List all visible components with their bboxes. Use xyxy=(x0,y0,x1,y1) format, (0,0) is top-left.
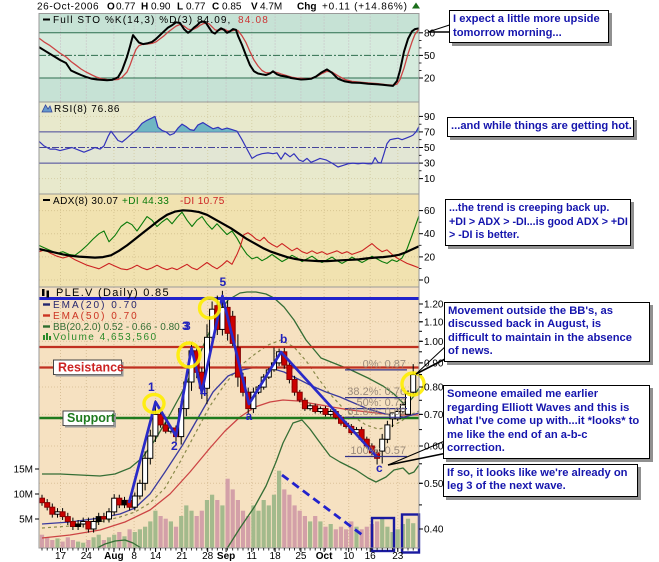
svg-text:10M: 10M xyxy=(14,490,33,501)
svg-text:Aug: Aug xyxy=(104,551,123,562)
svg-text:1.00: 1.00 xyxy=(424,337,444,348)
svg-text:50: 50 xyxy=(424,143,436,154)
svg-text:3: 3 xyxy=(184,319,191,333)
svg-text:38.2%: 0.76: 38.2%: 0.76 xyxy=(347,386,406,398)
svg-text:H: H xyxy=(141,2,148,13)
svg-text:3: 3 xyxy=(182,319,189,333)
svg-text:10: 10 xyxy=(424,174,436,185)
svg-text:80: 80 xyxy=(424,28,436,39)
svg-text:PLE.V (Daily) 0.85: PLE.V (Daily) 0.85 xyxy=(56,287,170,299)
svg-text:16: 16 xyxy=(365,551,377,562)
svg-text:1.20: 1.20 xyxy=(424,300,444,311)
svg-text:1: 1 xyxy=(148,380,155,394)
svg-text:EMA(50) 0.70: EMA(50) 0.70 xyxy=(53,311,139,322)
svg-text:a: a xyxy=(246,409,253,423)
svg-text:O: O xyxy=(107,2,115,13)
svg-text:20: 20 xyxy=(424,252,436,263)
svg-text:90: 90 xyxy=(424,112,436,123)
svg-text:Full STO %K(14,3) %D(3) 84.09,: Full STO %K(14,3) %D(3) 84.09, xyxy=(53,15,231,26)
svg-text:50%: 0.72: 50%: 0.72 xyxy=(356,397,406,409)
svg-text:25: 25 xyxy=(295,551,307,562)
svg-text:RSI(8) 76.86: RSI(8) 76.86 xyxy=(54,104,120,115)
svg-text:70: 70 xyxy=(424,127,436,138)
svg-text:Support: Support xyxy=(67,411,116,425)
svg-text:60: 60 xyxy=(424,206,436,217)
svg-text:24: 24 xyxy=(81,551,93,562)
svg-text:5: 5 xyxy=(220,275,227,289)
svg-text:0.77: 0.77 xyxy=(186,2,206,13)
svg-text:0.85: 0.85 xyxy=(222,2,242,13)
svg-text:17: 17 xyxy=(55,551,67,562)
svg-text:0%: 0.87: 0%: 0.87 xyxy=(363,358,406,370)
svg-text:Volume 4,653,560: Volume 4,653,560 xyxy=(53,332,158,343)
svg-text:0.77: 0.77 xyxy=(116,2,136,13)
svg-text:40: 40 xyxy=(424,229,436,240)
svg-text:10: 10 xyxy=(343,551,355,562)
svg-text:23: 23 xyxy=(392,551,404,562)
svg-text:L: L xyxy=(177,2,183,13)
svg-text:26-Oct-2006: 26-Oct-2006 xyxy=(37,2,99,13)
svg-text:14: 14 xyxy=(150,551,162,562)
svg-text:C: C xyxy=(212,2,219,13)
svg-text:0.80: 0.80 xyxy=(424,383,444,394)
svg-text:EMA(20) 0.70: EMA(20) 0.70 xyxy=(53,300,139,311)
svg-text:0.90: 0.90 xyxy=(151,2,171,13)
svg-text:+0.11 (+14.86%): +0.11 (+14.86%) xyxy=(322,2,408,13)
svg-text:1.10: 1.10 xyxy=(424,317,444,328)
svg-text:V: V xyxy=(251,2,258,13)
svg-text:2: 2 xyxy=(171,439,178,453)
svg-text:15M: 15M xyxy=(14,465,33,476)
svg-text:18: 18 xyxy=(270,551,282,562)
svg-text:30: 30 xyxy=(424,159,436,170)
svg-text:ADX(8) 30.07: ADX(8) 30.07 xyxy=(53,196,118,207)
svg-text:61.8%: 0.69: 61.8%: 0.69 xyxy=(347,406,406,418)
svg-text:0: 0 xyxy=(424,276,430,287)
svg-text:4.7M: 4.7M xyxy=(260,2,282,13)
svg-text:+DI 44.33: +DI 44.33 xyxy=(122,196,169,207)
svg-text:0.50: 0.50 xyxy=(424,479,444,490)
svg-text:100%: 0.57: 100%: 0.57 xyxy=(350,445,406,457)
svg-text:4: 4 xyxy=(200,385,207,399)
svg-text:Resistance: Resistance xyxy=(58,361,124,375)
svg-text:84.08: 84.08 xyxy=(238,15,269,26)
svg-text:Oct: Oct xyxy=(316,551,333,562)
svg-text:21: 21 xyxy=(176,551,188,562)
svg-text:Chg: Chg xyxy=(297,2,316,13)
svg-text:11: 11 xyxy=(247,551,258,562)
svg-text:0.60: 0.60 xyxy=(424,442,444,453)
svg-text:c: c xyxy=(376,461,383,475)
svg-text:Sep: Sep xyxy=(217,551,235,562)
svg-text:28: 28 xyxy=(202,551,214,562)
svg-text:20: 20 xyxy=(424,74,436,85)
svg-text:0.40: 0.40 xyxy=(424,525,444,536)
svg-text:b: b xyxy=(280,332,287,346)
svg-text:-DI 10.75: -DI 10.75 xyxy=(180,196,225,207)
svg-text:0.70: 0.70 xyxy=(424,410,444,421)
svg-text:50: 50 xyxy=(424,51,436,62)
svg-text:8: 8 xyxy=(131,551,137,562)
svg-text:5M: 5M xyxy=(19,515,33,526)
svg-text:BB(20,2.0) 0.52 - 0.66 - 0.80: BB(20,2.0) 0.52 - 0.66 - 0.80 xyxy=(53,322,180,333)
